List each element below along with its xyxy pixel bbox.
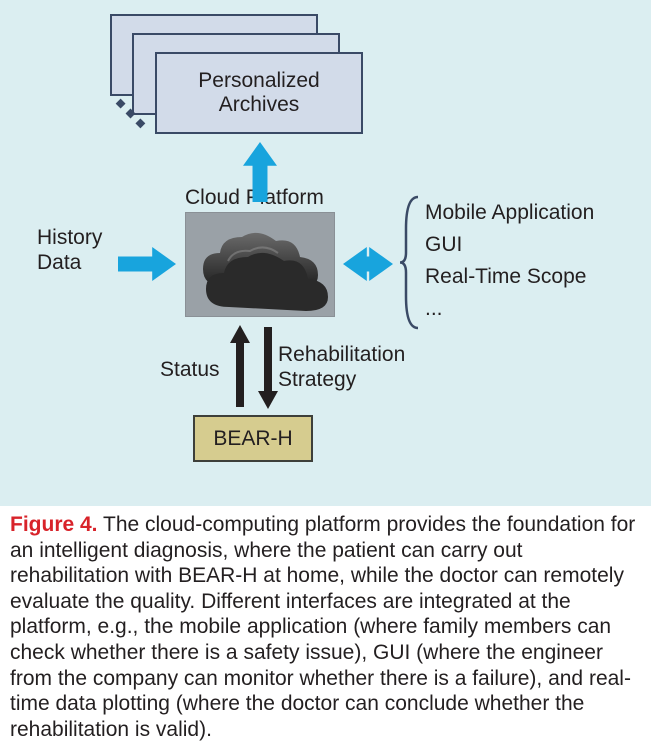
brace-icon [398, 195, 422, 335]
status-label: Status [160, 357, 220, 382]
cloud-icon [186, 213, 336, 318]
arrow-right-icon [118, 247, 176, 281]
caption: Figure 4. The cloud-computing platform p… [10, 512, 641, 742]
interface-item: ... [425, 296, 443, 321]
caption-text: The cloud-computing platform provides th… [10, 513, 635, 741]
bearh-box: BEAR-H [193, 415, 313, 462]
arrow-up-icon [230, 325, 250, 407]
interface-item: GUI [425, 232, 462, 257]
arrow-up-icon [243, 142, 277, 202]
history-data-label: HistoryData [37, 225, 102, 275]
diagram-area: PersonalizedArchivesCloud Platform Histo… [0, 0, 651, 506]
interface-item: Real-Time Scope [425, 264, 586, 289]
archives-card-top: PersonalizedArchives [155, 52, 363, 134]
interface-item: Mobile Application [425, 200, 594, 225]
figure-label: Figure 4. [10, 513, 98, 536]
arrow-double-icon [343, 247, 393, 281]
arrow-down-icon [258, 327, 278, 409]
rehab-strategy-label: RehabilitationStrategy [278, 342, 405, 392]
cloud-platform-box [185, 212, 335, 317]
figure: PersonalizedArchivesCloud Platform Histo… [0, 0, 651, 742]
